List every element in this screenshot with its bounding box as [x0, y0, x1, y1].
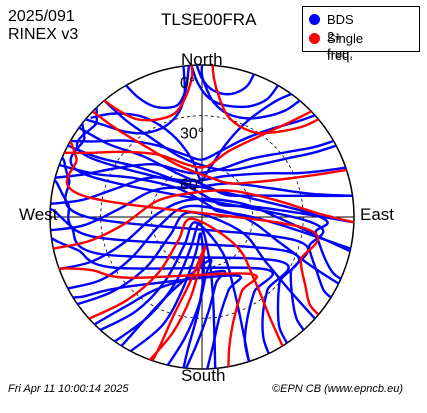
legend-label-dual: BDS 2+ freq.	[327, 12, 354, 61]
satellite-track-single-36	[103, 65, 194, 122]
satellite-track-dual-25	[75, 106, 343, 280]
station-label: TLSE00FRA	[161, 10, 257, 29]
direction-east: East	[360, 205, 395, 224]
satellite-track-dual-7	[58, 197, 352, 271]
satellite-track-dual-3	[54, 139, 335, 179]
satellite-track-dual-37	[84, 65, 186, 135]
satellite-track-single-18	[58, 267, 258, 368]
footer-timestamp: Fri Apr 11 10:00:14 2025	[8, 383, 129, 395]
satellite-track-dual-28	[77, 126, 354, 198]
satellite-track-dual-30	[58, 163, 352, 250]
satellite-track-dual-15	[120, 258, 213, 367]
elevation-label-60: 60°	[180, 176, 204, 193]
satellite-track-dual-29	[66, 144, 354, 224]
satellite-track-dual-19	[50, 237, 274, 363]
satellite-track-single-6	[52, 189, 354, 250]
elevation-labels: 0° 30° 60°	[180, 75, 204, 193]
satellite-track-single-27	[91, 110, 348, 185]
satellite-track-single-14	[148, 245, 207, 362]
date-label: 2025/091	[8, 8, 75, 25]
satellite-track-dual-20	[50, 207, 290, 355]
elevation-label-0: 0°	[180, 75, 195, 92]
satellite-track-dual-13	[129, 232, 206, 369]
satellite-track-dual-33	[190, 65, 280, 109]
satellite-track-single-2	[63, 110, 313, 169]
legend-marker-dual	[309, 14, 320, 25]
satellite-track-dual-21	[53, 179, 301, 345]
direction-south: South	[181, 366, 226, 385]
satellite-track-dual-24	[69, 122, 333, 299]
direction-west: West	[19, 205, 58, 224]
satellite-track-dual-17	[71, 274, 243, 369]
satellite-track-dual-26	[103, 99, 338, 172]
satellite-track-dual-35	[124, 65, 190, 110]
satellite-track-dual-4	[50, 166, 347, 205]
format-label: RINEX v3	[8, 26, 79, 43]
satellite-track-dual-11	[99, 221, 251, 363]
elevation-label-30: 30°	[180, 126, 204, 143]
satellite-track-dual-16	[93, 269, 227, 369]
legend-marker-single	[309, 33, 320, 44]
satellite-tracks	[50, 65, 354, 369]
satellite-track-single-31	[211, 65, 320, 135]
satellite-track-dual-34	[195, 65, 256, 96]
direction-north: North	[181, 50, 223, 69]
satellite-track-single-10	[87, 217, 284, 348]
footer-credit: ©EPN CB (www.epncb.eu)	[272, 383, 403, 395]
legend-label-single: Single freq.	[327, 31, 364, 63]
legend: BDS 2+ freq. Single freq.	[302, 6, 420, 63]
satellite-track-single-23	[65, 139, 320, 316]
